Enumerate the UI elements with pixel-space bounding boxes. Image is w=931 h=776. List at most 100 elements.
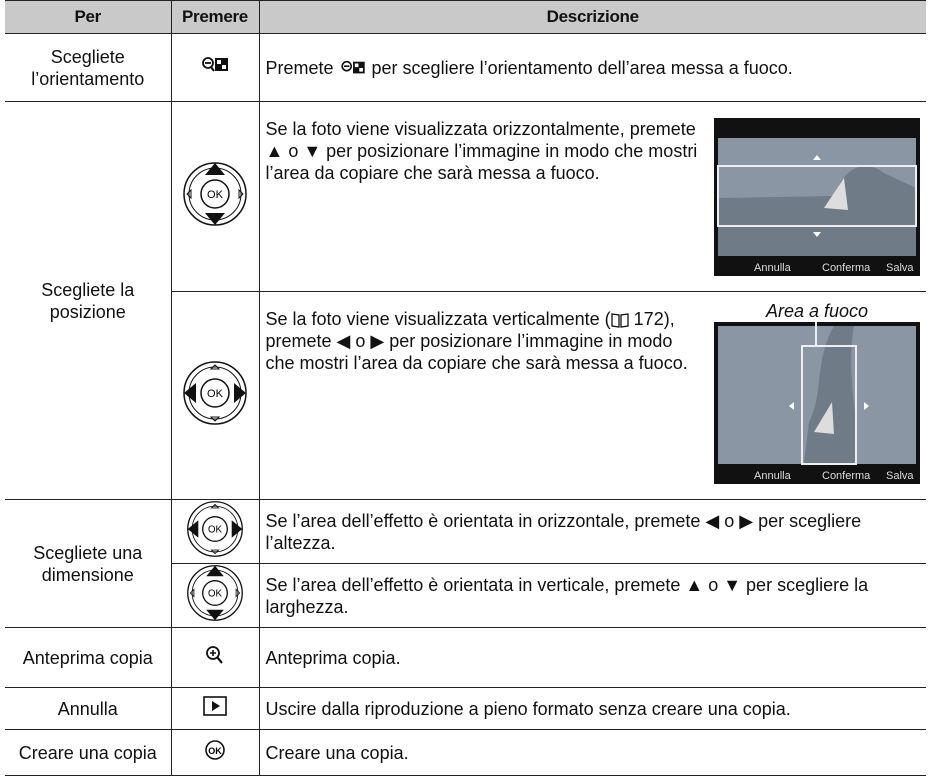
per-cell: Anteprima copia [5, 627, 172, 688]
key-cell [170, 627, 260, 688]
key-cell [170, 687, 260, 730]
row: OK Se l’area dell’effetto è orientata in… [5, 563, 926, 628]
icon-part [801, 344, 857, 465]
thumbnail-icon [202, 57, 228, 72]
key-cell: OK [170, 499, 260, 564]
icon-part [210, 503, 220, 555]
icon-part [340, 60, 352, 72]
screen-label: Salva [886, 470, 914, 482]
figure: Annulla Conferma Salva [714, 117, 920, 276]
figure-caption: Area a fuoco [765, 300, 869, 321]
icon-part [215, 58, 228, 71]
icon-part [189, 588, 241, 598]
icon-part [354, 63, 358, 67]
row: Creare una copia OK Creare una copia. [5, 729, 926, 776]
screen-label: Conferma [822, 262, 871, 274]
icon-part [210, 650, 216, 656]
ok-label: OK [208, 746, 222, 756]
screen-label: Conferma [822, 470, 871, 482]
icon-part [824, 177, 848, 210]
key-cell: OK [170, 729, 260, 776]
icon-part [216, 656, 223, 664]
screen-label: Salva [886, 262, 914, 274]
desc-cell: Premete per scegliere l’orientamento del… [258, 33, 926, 102]
key-cell: OK [171, 291, 260, 500]
icon-part [205, 740, 225, 760]
multi-selector-left-right: OK [183, 361, 247, 425]
figure: Area a fuoco Annulla Conferma Salva [714, 300, 920, 484]
icon-part [186, 188, 244, 200]
ok-icon: OK [205, 740, 225, 760]
icon-part [206, 646, 220, 660]
key-cell: OK [171, 563, 260, 628]
playback-icon [203, 696, 227, 716]
desc-cell: Area a fuoco Annulla Conferma Salva Se la … [258, 291, 926, 500]
desc-cell: Anteprima copia. [258, 627, 926, 688]
icon-part [187, 501, 243, 557]
desc-cell: Annulla Conferma Salva Se la foto viene vi… [258, 101, 926, 292]
row: Scegliete l’orientamento Premete per sce… [5, 33, 926, 102]
desc-cell: Creare una copia. [258, 729, 926, 776]
desc-text: Se la foto viene visualizzata orizzontal… [265, 118, 698, 183]
multi-selector-up-down: OK [183, 162, 247, 226]
thead: Per Premere Descrizione [5, 0, 926, 34]
icon-part [200, 378, 230, 408]
icon-part [611, 312, 629, 328]
icon-part [187, 565, 243, 621]
screen-label: Annulla [754, 262, 792, 274]
key-cell [170, 33, 260, 102]
row: Scegliete una dimensione OK Se l’area de… [5, 499, 926, 628]
icon-part [202, 57, 214, 69]
icon-part [352, 61, 365, 73]
per-cell: Scegliete l’orientamento [5, 33, 172, 102]
header-cell: Descrizione [258, 0, 926, 34]
icon-part [200, 179, 230, 209]
icon-part [209, 364, 221, 422]
row: Scegliete la posizione OK Annulla Conferm… [5, 101, 926, 500]
per-cell: Creare una copia [5, 729, 172, 776]
book-icon [611, 312, 629, 328]
per-cell: Annulla [5, 687, 172, 730]
icon-part [203, 696, 227, 716]
icon-part [358, 67, 363, 72]
desc-text: 172), premete ◀ o ▶ per posizionare l’im… [265, 308, 688, 373]
icon-part [717, 164, 917, 227]
icon-part [718, 165, 916, 256]
icon-part [718, 465, 916, 482]
per-cell: Scegliete una dimensione [5, 499, 172, 628]
desc-cell: Uscire dalla riproduzione a pieno format… [258, 687, 926, 730]
icon-part [814, 401, 834, 434]
command-table: Per Premere Descrizione Scegliete l’orie… [5, 0, 926, 776]
icon-part [222, 65, 226, 69]
per-cell: Scegliete la posizione [5, 101, 172, 500]
ok-label: OK [207, 388, 224, 400]
desc-text: Premete [265, 57, 339, 78]
camera-screen: Annulla Conferma Salva [714, 117, 920, 276]
header-cell: Per [5, 0, 172, 34]
desc-cell: Se l’area dell’effetto è orientata in or… [258, 499, 926, 564]
icon-part [202, 580, 228, 606]
camera-screen: Annulla Conferma Salva [714, 321, 920, 484]
icon-part [202, 516, 228, 542]
tbody: Scegliete l’orientamento Premete per sce… [5, 33, 926, 776]
desc-cell: Se l’area dell’effetto è orientata in ve… [258, 563, 926, 628]
key-cell: OK [170, 101, 260, 292]
ok-label: OK [208, 589, 223, 600]
header-cell: Premere [170, 0, 260, 34]
multi-selector-up-down: OK [187, 565, 243, 621]
multi-selector-left-right: OK [187, 501, 243, 557]
row: Anteprima copia Anteprima copia. [5, 627, 926, 688]
row: Annulla Uscire dalla riproduzione a pien… [5, 687, 926, 730]
icon-part [217, 60, 221, 64]
row: OK Area a fuoco Annulla Conferma Salva Se … [5, 291, 926, 500]
desc-text: Se la foto viene visualizzata verticalme… [265, 308, 611, 329]
thumbnail-icon [340, 60, 365, 73]
icon-part [212, 701, 220, 711]
header-row: Per Premere Descrizione [5, 0, 926, 34]
zoom-in-icon [206, 646, 223, 664]
ok-label: OK [208, 525, 223, 536]
desc-text: per scegliere l’orientamento dell’area m… [366, 57, 793, 78]
ok-label: OK [207, 189, 224, 201]
